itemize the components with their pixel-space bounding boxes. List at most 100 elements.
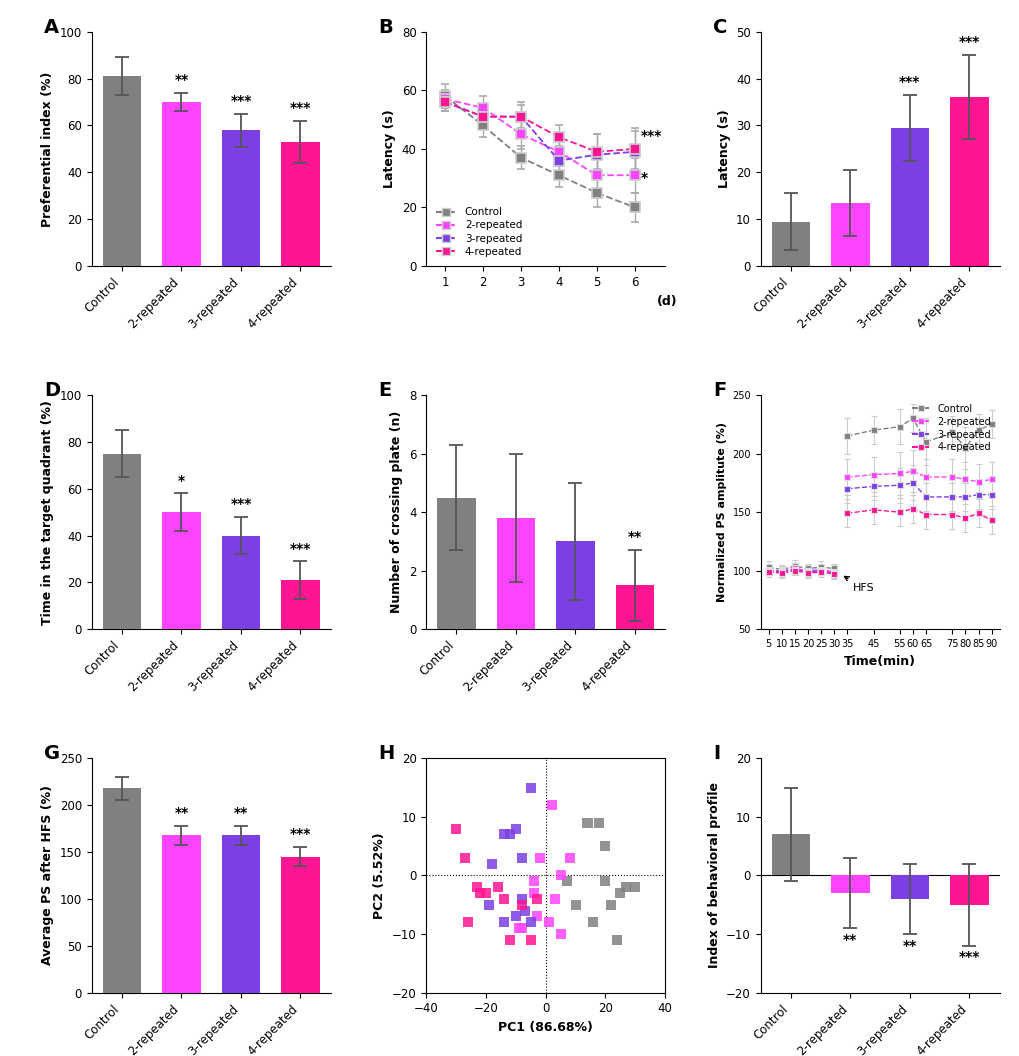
Point — [507, 821, 524, 837]
Text: *: * — [640, 171, 647, 185]
Point — [579, 814, 595, 831]
Point — [546, 890, 562, 907]
Bar — [162, 102, 201, 266]
Point — [483, 855, 499, 872]
Point — [522, 913, 538, 930]
Point — [501, 826, 518, 843]
Point — [525, 873, 541, 890]
Y-axis label: Number of crossing plate (n): Number of crossing plate (n) — [390, 411, 404, 614]
Point — [460, 913, 476, 930]
Point — [597, 873, 613, 890]
Text: HFS: HFS — [844, 577, 873, 592]
Bar — [221, 535, 260, 629]
Point — [495, 826, 512, 843]
Point — [608, 931, 625, 948]
Point — [627, 879, 643, 895]
Text: F: F — [712, 381, 726, 400]
Point — [447, 821, 464, 837]
Point — [552, 926, 569, 943]
Bar — [890, 128, 928, 266]
Point — [472, 885, 488, 902]
Bar — [103, 454, 142, 629]
Text: (d): (d) — [656, 296, 677, 308]
Bar — [890, 875, 928, 899]
Text: H: H — [378, 744, 394, 763]
Y-axis label: Latency (s): Latency (s) — [716, 110, 730, 188]
Text: **: ** — [174, 73, 189, 87]
Text: ***: *** — [640, 129, 661, 143]
Bar — [949, 875, 987, 905]
Point — [501, 931, 518, 948]
Bar — [281, 142, 320, 266]
Point — [514, 920, 530, 937]
X-axis label: Time(min): Time(min) — [844, 655, 915, 667]
Text: **: ** — [174, 806, 189, 819]
Point — [525, 885, 541, 902]
Point — [611, 885, 628, 902]
Bar — [830, 875, 869, 893]
Y-axis label: Average PS after HFS (%): Average PS after HFS (%) — [41, 786, 54, 965]
Text: **: ** — [233, 806, 248, 819]
Point — [567, 897, 583, 913]
Text: C: C — [712, 18, 727, 37]
Point — [469, 879, 485, 895]
Bar — [615, 585, 653, 629]
Y-axis label: Preferential index (%): Preferential index (%) — [41, 71, 54, 227]
Legend: Control, 2-repeated, 3-repeated, 4-repeated: Control, 2-repeated, 3-repeated, 4-repea… — [907, 400, 994, 456]
Y-axis label: PC2 (5.52%): PC2 (5.52%) — [373, 832, 386, 919]
Point — [522, 779, 538, 796]
Point — [560, 849, 577, 866]
Text: ***: *** — [958, 35, 979, 50]
Bar — [221, 835, 260, 993]
X-axis label: PC1 (86.68%): PC1 (86.68%) — [497, 1021, 593, 1034]
Text: G: G — [44, 744, 60, 763]
Bar — [281, 856, 320, 993]
Text: ***: *** — [289, 542, 311, 555]
Point — [591, 814, 607, 831]
Point — [522, 931, 538, 948]
Bar — [770, 222, 809, 266]
Text: D: D — [44, 381, 60, 400]
Y-axis label: Time in the target quadrant (%): Time in the target quadrant (%) — [41, 400, 54, 624]
Point — [457, 849, 473, 866]
Point — [514, 849, 530, 866]
Point — [618, 879, 634, 895]
Point — [528, 890, 544, 907]
Point — [543, 796, 559, 813]
Point — [514, 897, 530, 913]
Text: E: E — [378, 381, 391, 400]
Point — [517, 902, 533, 919]
Text: **: ** — [902, 939, 916, 953]
Bar — [949, 97, 987, 266]
Point — [480, 897, 496, 913]
Point — [597, 837, 613, 854]
Bar — [103, 76, 142, 266]
Y-axis label: Normalized PS amplitute (%): Normalized PS amplitute (%) — [716, 422, 727, 602]
Text: B: B — [378, 18, 393, 37]
Bar — [281, 580, 320, 629]
Bar — [103, 788, 142, 993]
Legend: Control, 2-repeated, 3-repeated, 4-repeated: Control, 2-repeated, 3-repeated, 4-repea… — [431, 203, 526, 261]
Text: **: ** — [628, 530, 641, 545]
Text: ***: *** — [289, 828, 311, 842]
Point — [552, 867, 569, 884]
Text: A: A — [44, 18, 59, 37]
Point — [511, 920, 527, 937]
Bar — [437, 497, 475, 629]
Y-axis label: Index of behavioral profile: Index of behavioral profile — [707, 782, 720, 968]
Text: ***: *** — [958, 950, 979, 964]
Bar — [221, 130, 260, 266]
Point — [528, 908, 544, 925]
Bar — [162, 512, 201, 629]
Text: ***: *** — [230, 94, 252, 108]
Point — [557, 873, 574, 890]
Point — [514, 890, 530, 907]
Text: ***: *** — [289, 101, 311, 115]
Bar — [555, 542, 594, 629]
Point — [495, 890, 512, 907]
Text: *: * — [177, 473, 184, 488]
Bar — [496, 518, 535, 629]
Point — [531, 849, 547, 866]
Y-axis label: Latency (s): Latency (s) — [383, 110, 395, 188]
Bar — [162, 835, 201, 993]
